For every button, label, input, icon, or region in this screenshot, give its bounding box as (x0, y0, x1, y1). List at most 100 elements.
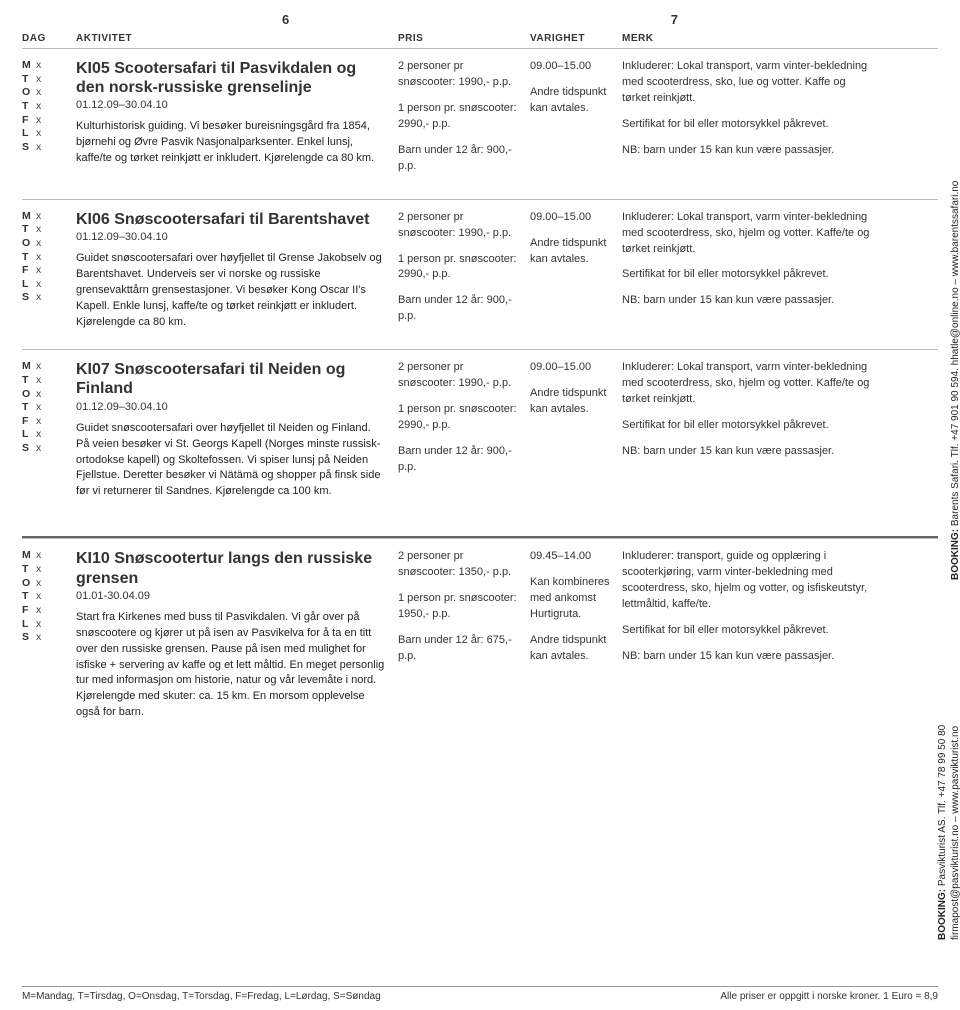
note-line: Inkluderer: transport, guide og opplærin… (622, 549, 872, 613)
day-mark: x (36, 141, 41, 155)
price-line: 2 personer pr snøscooter: 1990,- p.p. (398, 210, 518, 242)
price-cell: 2 personer pr snøscooter: 1990,- p.p. 1 p… (398, 360, 518, 500)
activity-code: KI05 (76, 60, 114, 77)
duration-line: 09.00–15.00 (530, 210, 610, 226)
day-letter: S (22, 141, 32, 155)
duration-cell: 09.00–15.00 Andre tidspunkt kan avtales. (530, 59, 610, 185)
page-numbers: 6 7 (22, 12, 938, 33)
day-letter: M (22, 59, 32, 73)
day-letter: F (22, 604, 32, 618)
activity-date: 01.12.09–30.04.10 (76, 99, 386, 111)
day-letter: O (22, 86, 32, 100)
price-line: Barn under 12 år: 675,- p.p. (398, 633, 518, 665)
day-letter: F (22, 114, 32, 128)
col-dag: DAG (22, 33, 64, 44)
day-mark: x (36, 278, 41, 292)
column-headers: DAG AKTIVITET PRIS VARIGHET MERK (22, 33, 938, 48)
day-letter: F (22, 415, 32, 429)
price-line: Barn under 12 år: 900,- p.p. (398, 444, 518, 476)
activity-cell: KI07 Snøscootersafari til Neiden og Finl… (76, 360, 386, 500)
day-letter: T (22, 590, 32, 604)
day-letter: T (22, 251, 32, 265)
table-row: MxTxOxTxFxLxSx KI07 Snøscootersafari til … (22, 349, 938, 514)
note-line: Inkluderer: Lokal transport, varm vinter… (622, 210, 872, 258)
note-line: Inkluderer: Lokal transport, varm vinter… (622, 360, 872, 408)
duration-line: Andre tidspunkt kan avtales. (530, 236, 610, 268)
price-line: 2 personer pr snøscooter: 1990,- p.p. (398, 360, 518, 392)
day-letter: L (22, 618, 32, 632)
price-line: Barn under 12 år: 900,- p.p. (398, 143, 518, 175)
price-line: 1 person pr. snøscooter: 2990,- p.p. (398, 101, 518, 133)
day-mark: x (36, 631, 41, 645)
note-line: Sertifikat for bil eller motorsykkel påk… (622, 267, 872, 283)
days-column: MxTxOxTxFxLxSx (22, 210, 64, 336)
day-mark: x (36, 415, 41, 429)
col-varighet: VARIGHET (530, 33, 610, 44)
day-mark: x (36, 251, 41, 265)
day-mark: x (36, 59, 41, 73)
activity-cell: KI06 Snøscootersafari til Barentshavet 01… (76, 210, 386, 336)
days-column: MxTxOxTxFxLxSx (22, 549, 64, 721)
col-pris: PRIS (398, 33, 518, 44)
day-letter: T (22, 401, 32, 415)
day-mark: x (36, 237, 41, 251)
activity-date: 01.12.09–30.04.10 (76, 231, 386, 243)
table-row: MxTxOxTxFxLxSx KI05 Scootersafari til Pas… (22, 48, 938, 199)
duration-line: 09.45–14.00 (530, 549, 610, 565)
price-cell: 2 personer pr snøscooter: 1350,- p.p.1 p… (398, 549, 518, 721)
day-mark: x (36, 114, 41, 128)
day-letter: T (22, 100, 32, 114)
days-column: MxTxOxTxFxLxSx (22, 360, 64, 500)
activity-code: KI07 (76, 361, 114, 378)
day-letter: M (22, 210, 32, 224)
note-line: Sertifikat for bil eller motorsykkel påk… (622, 117, 872, 133)
day-mark: x (36, 549, 41, 563)
activity-name: Snøscootersafari til Barentshavet (114, 211, 369, 228)
activity-date: 01.12.09–30.04.10 (76, 401, 386, 413)
note-line: NB: barn under 15 kan kun være passasjer… (622, 143, 872, 159)
duration-line: Andre tidspunkt kan avtales. (530, 386, 610, 418)
price-cell: 2 personer pr snøscooter: 1990,- p.p.1 p… (398, 59, 518, 185)
table-row: MxTxOxTxFxLxSx KI06 Snøscootersafari til … (22, 199, 938, 350)
day-mark: x (36, 100, 41, 114)
duration-line: 09.00–15.00 (530, 59, 610, 75)
activity-date: 01.01-30.04.09 (76, 590, 386, 602)
day-mark: x (36, 210, 41, 224)
day-letter: M (22, 549, 32, 563)
duration-line: Andre tidspunkt kan avtales. (530, 633, 610, 665)
footer-legend: M=Mandag, T=Tirsdag, O=Onsdag, T=Torsdag… (22, 991, 381, 1002)
day-letter: T (22, 374, 32, 388)
activity-title: KI06 Snøscootersafari til Barentshavet (76, 210, 386, 229)
day-letter: S (22, 291, 32, 305)
day-mark: x (36, 590, 41, 604)
days-column: MxTxOxTxFxLxSx (22, 59, 64, 185)
activity-title: KI07 Snøscootersafari til Neiden og Finl… (76, 360, 386, 398)
day-mark: x (36, 374, 41, 388)
price-line: 1 person pr. snøscooter: 2990,- p.p. (398, 402, 518, 434)
duration-line: Andre tidspunkt kan avtales. (530, 85, 610, 117)
day-mark: x (36, 73, 41, 87)
day-letter: S (22, 442, 32, 456)
price-line: 1 person pr. snøscooter: 1950,- p.p. (398, 591, 518, 623)
note-line: NB: barn under 15 kan kun være passasjer… (622, 649, 872, 665)
note-cell: Inkluderer: Lokal transport, varm vinter… (622, 59, 872, 185)
duration-cell: 09.00–15.00Andre tidspunkt kan avtales. (530, 360, 610, 500)
day-mark: x (36, 604, 41, 618)
activity-cell: KI10 Snøscootertur langs den russiske gr… (76, 549, 386, 721)
day-letter: T (22, 73, 32, 87)
price-line: 1 person pr. snøscooter: 2990,- p.p. (398, 252, 518, 284)
activity-cell: KI05 Scootersafari til Pasvikdalen og de… (76, 59, 386, 185)
day-letter: F (22, 264, 32, 278)
footer-rates: Alle priser er oppgitt i norske kroner. … (720, 991, 938, 1002)
booking-sidebar-b: BOOKING: Pasvikturist AS. Tlf. +47 78 99… (923, 640, 960, 940)
day-letter: O (22, 237, 32, 251)
day-letter: T (22, 223, 32, 237)
price-line: Barn under 12 år: 900,- p.p. (398, 293, 518, 325)
page-num-right: 7 (671, 12, 678, 27)
day-letter: O (22, 388, 32, 402)
day-mark: x (36, 577, 41, 591)
day-mark: x (36, 428, 41, 442)
day-mark: x (36, 388, 41, 402)
footer: M=Mandag, T=Tirsdag, O=Onsdag, T=Torsdag… (22, 986, 938, 1002)
note-line: Sertifikat for bil eller motorsykkel påk… (622, 623, 872, 639)
